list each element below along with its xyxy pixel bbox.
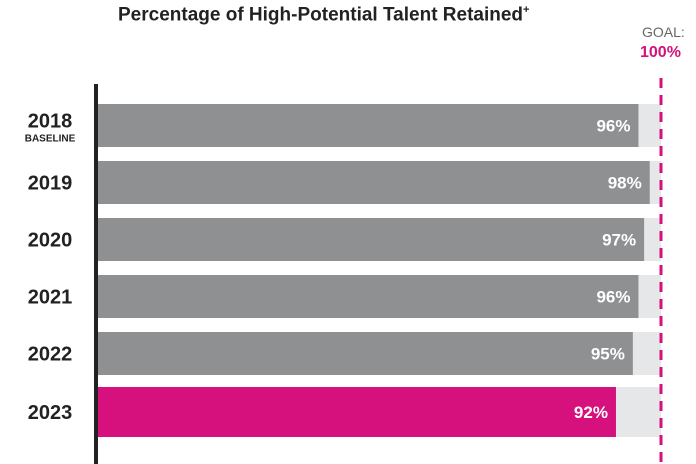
category-label-2018: 2018 <box>28 111 73 133</box>
category-label-2019: 2019 <box>28 173 73 195</box>
bar-value-label-2018: 96% <box>596 117 630 136</box>
bar-value-label-2023: 92% <box>574 403 608 422</box>
category-label-2022: 2022 <box>28 344 73 366</box>
category-sublabel-2018: BASELINE <box>25 134 76 145</box>
chart-title-text: Percentage of High-Potential Talent Reta… <box>118 4 524 26</box>
bar-2022 <box>98 332 633 375</box>
bar-value-label-2020: 97% <box>602 231 636 250</box>
bar-2023 <box>98 387 616 437</box>
title-marker: + <box>523 4 530 16</box>
category-label-2021: 2021 <box>28 287 73 309</box>
bar-2019 <box>98 161 650 204</box>
category-label-2023: 2023 <box>28 402 73 424</box>
bar-2018 <box>98 104 639 147</box>
chart-title: Percentage of High-Potential Talent Reta… <box>118 4 529 26</box>
bar-value-label-2019: 98% <box>608 174 642 193</box>
bar-value-label-2021: 96% <box>596 288 630 307</box>
bar-2020 <box>98 218 645 261</box>
goal-value: 100% <box>640 44 681 61</box>
bar-value-label-2022: 95% <box>591 345 625 364</box>
category-label-2020: 2020 <box>28 230 73 252</box>
goal-label: GOAL: <box>642 24 685 40</box>
bar-2021 <box>98 275 639 318</box>
